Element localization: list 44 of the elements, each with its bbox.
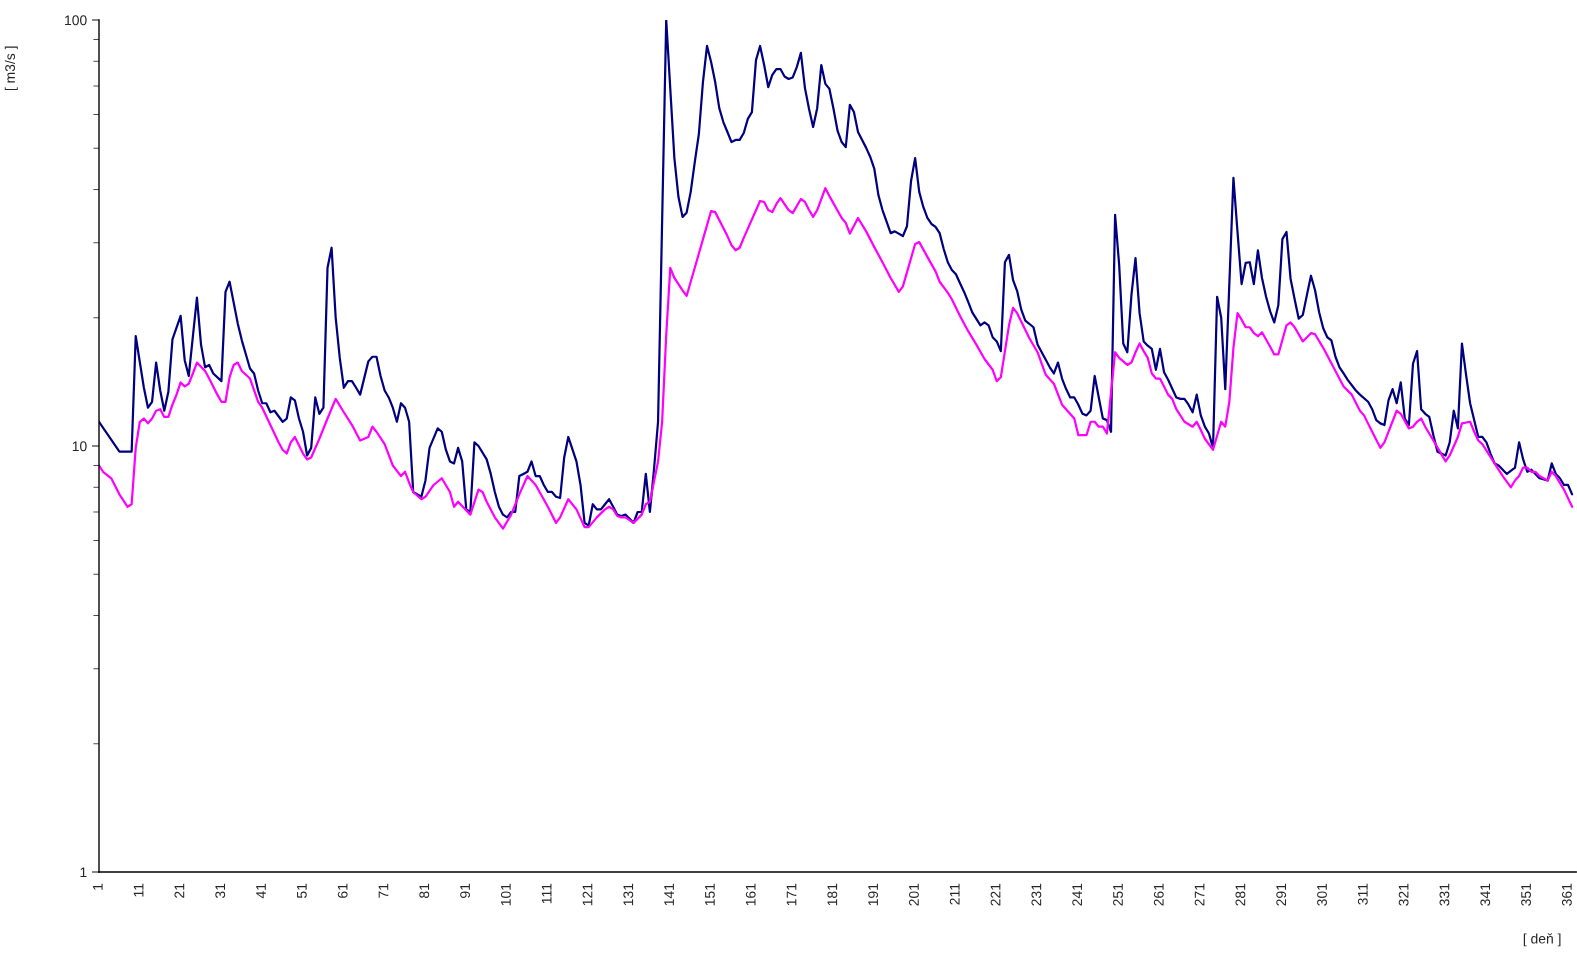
x-tick-label: 361: [1561, 883, 1572, 906]
x-tick-label: 91: [460, 883, 470, 898]
x-tick-label: 31: [215, 883, 226, 899]
x-tick-label: 171: [786, 883, 797, 906]
x-tick-label: 291: [1276, 883, 1287, 906]
x-tick-label: 211: [949, 883, 960, 905]
y-tick-label: 10: [72, 441, 87, 452]
x-tick-label: 191: [868, 883, 879, 906]
x-tick-label: 321: [1398, 883, 1409, 906]
x-tick-label: 21: [174, 883, 185, 898]
x-tick-label: 271: [1194, 883, 1205, 906]
x-tick-label: 71: [378, 883, 389, 898]
x-tick-label: 351: [1521, 883, 1531, 906]
x-tick-label: 221: [990, 883, 1001, 906]
line-series: [99, 20, 1574, 527]
y-tick-label: 1: [80, 867, 87, 878]
x-tick-label: 331: [1439, 883, 1450, 906]
x-tick-label: 81: [419, 883, 430, 898]
x-tick-label: 1: [93, 883, 103, 890]
x-tick-label: 51: [297, 883, 307, 898]
x-tick-label: 41: [256, 883, 266, 899]
x-axis-title: [ deň ]: [1523, 933, 1561, 947]
x-tick-label: 121: [582, 883, 593, 906]
x-tick-label: 231: [1031, 883, 1042, 906]
x-tick-label: 251: [1113, 883, 1123, 906]
x-tick-label: 311: [1357, 883, 1368, 905]
x-tick-label: 261: [1153, 883, 1164, 906]
x-tick-label: 201: [909, 883, 919, 906]
x-tick-label: 151: [705, 883, 715, 906]
x-tick-label: 61: [337, 883, 348, 898]
x-tick-label: 141: [664, 883, 674, 906]
x-tick-label: 111: [541, 883, 552, 904]
x-tick-label: 281: [1235, 883, 1246, 906]
x-tick-label: 11: [133, 883, 144, 897]
x-tick-label: 241: [1072, 883, 1082, 906]
y-tick-label: 100: [65, 15, 87, 26]
x-tick-label: 131: [623, 883, 634, 906]
x-tick-label: 341: [1480, 883, 1491, 906]
x-tick-label: 301: [1317, 883, 1327, 906]
x-tick-label: 161: [745, 883, 756, 906]
x-tick-label: 181: [827, 883, 838, 906]
x-tick-label: 101: [500, 883, 511, 906]
line-series: [99, 187, 1574, 530]
y-axis-title: [ m3/s ]: [4, 46, 18, 91]
